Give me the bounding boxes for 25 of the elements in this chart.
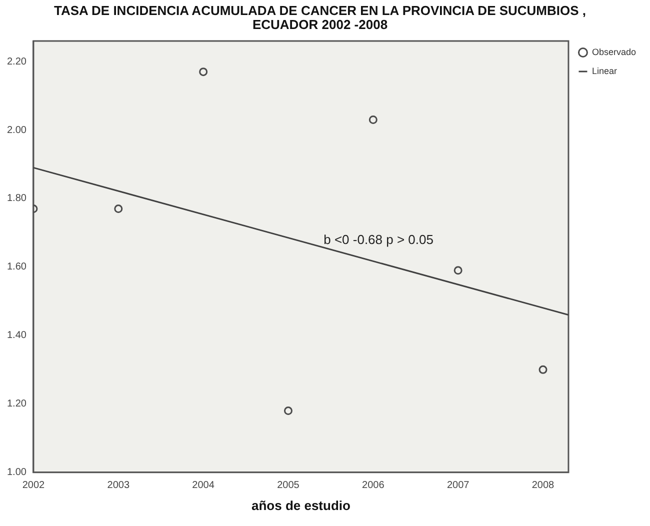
y-tick-label: 1.40 [6, 330, 27, 342]
legend-label: Linear [592, 66, 618, 76]
point [284, 406, 292, 416]
point [114, 204, 123, 214]
y-tick-label: 1.80 [6, 193, 27, 204]
y-tick-label: 1.20 [6, 398, 27, 410]
y-tick-label: 2.20 [6, 56, 27, 68]
x-tick-label: 2005 [277, 480, 300, 492]
x-axis-title: años de estudio [251, 498, 351, 513]
point [538, 365, 548, 374]
x-tick-label: 2008 [532, 480, 555, 492]
annotation: b <0 -0.68 p > 0.05 [324, 232, 434, 247]
point [454, 266, 462, 275]
x-tick-label: 2007 [446, 480, 470, 492]
x-tick-label: 2006 [362, 480, 385, 492]
point [368, 116, 378, 124]
chart-title: TASA DE INCIDENCIA ACUMULADA DE CANCER EN LA PROVINCIA DE SUCUMBIOS , ECUADOR 2002 -2008 [52, 3, 588, 32]
point [199, 68, 208, 76]
y-tick-label: 1.00 [6, 467, 27, 478]
legend-label: Observado [592, 46, 636, 57]
x-tick-label: 2003 [107, 480, 130, 492]
y-tick-label: 2.00 [6, 124, 27, 136]
x-tick-label: 2004 [192, 480, 215, 492]
x-tick-label: 2002 [22, 480, 46, 492]
y-tick-label: 1.60 [6, 262, 27, 273]
